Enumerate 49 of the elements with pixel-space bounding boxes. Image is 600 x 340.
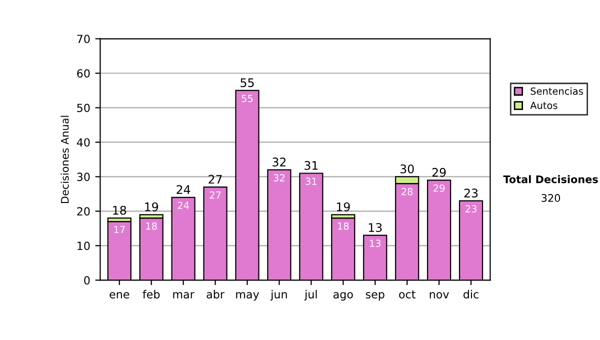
- data-label: 13: [370, 240, 381, 247]
- x-tick-label: ago: [333, 292, 353, 301]
- x-tick-label: mar: [173, 292, 194, 298]
- y-tick-label: 30: [77, 172, 90, 182]
- data-label: 55: [242, 94, 253, 102]
- total-label: 32: [272, 158, 286, 166]
- y-axis-title: Decisiones Anual: [60, 116, 69, 203]
- y-tick-label: 10: [78, 242, 90, 250]
- data-label: 29: [434, 184, 445, 192]
- x-tick-label: sep: [366, 292, 384, 301]
- total-label: 18: [113, 206, 126, 215]
- data-label: 23: [466, 205, 476, 213]
- legend-label: Sentencias: [530, 87, 583, 95]
- total-label: 31: [304, 161, 318, 170]
- x-tick-label: abr: [206, 290, 224, 298]
- data-label: 24: [178, 202, 189, 209]
- legend-label: Autos: [530, 102, 558, 110]
- data-label: 31: [306, 178, 316, 185]
- y-tick-label: 70: [77, 34, 90, 44]
- x-tick-label: ene: [110, 292, 130, 298]
- x-tick-label: dic: [464, 290, 478, 298]
- x-tick-label: feb: [142, 290, 160, 298]
- total-label: 27: [208, 174, 222, 184]
- data-label: 32: [274, 174, 284, 182]
- y-tick-label: 0: [84, 276, 90, 285]
- y-tick-label: 50: [77, 104, 90, 112]
- x-tick-label: jul: [304, 290, 317, 301]
- total-label: 55: [240, 78, 254, 88]
- data-label: 18: [338, 222, 349, 230]
- data-label: 28: [402, 188, 413, 196]
- total-label: 19: [145, 202, 158, 212]
- text: 320: [542, 194, 560, 202]
- y-tick-label: 20: [77, 207, 90, 216]
- total-label: 29: [432, 168, 446, 177]
- x-tick-label: oct: [399, 290, 416, 298]
- x-tick-label: nov: [430, 292, 449, 298]
- data-label: 17: [114, 226, 125, 234]
- total-label: 23: [464, 188, 478, 198]
- x-tick-label: jun: [270, 290, 287, 301]
- text: Total Decisiones: [503, 175, 598, 184]
- data-label: 18: [146, 222, 157, 230]
- total-label: 24: [176, 185, 190, 194]
- y-tick-label: 60: [77, 69, 90, 78]
- data-label: 27: [210, 191, 221, 199]
- y-tick-label: 40: [76, 138, 90, 147]
- total-label: 13: [368, 223, 382, 232]
- x-tick-label: may: [236, 292, 260, 301]
- total-label: 30: [400, 164, 414, 174]
- total-label: 19: [336, 202, 350, 212]
